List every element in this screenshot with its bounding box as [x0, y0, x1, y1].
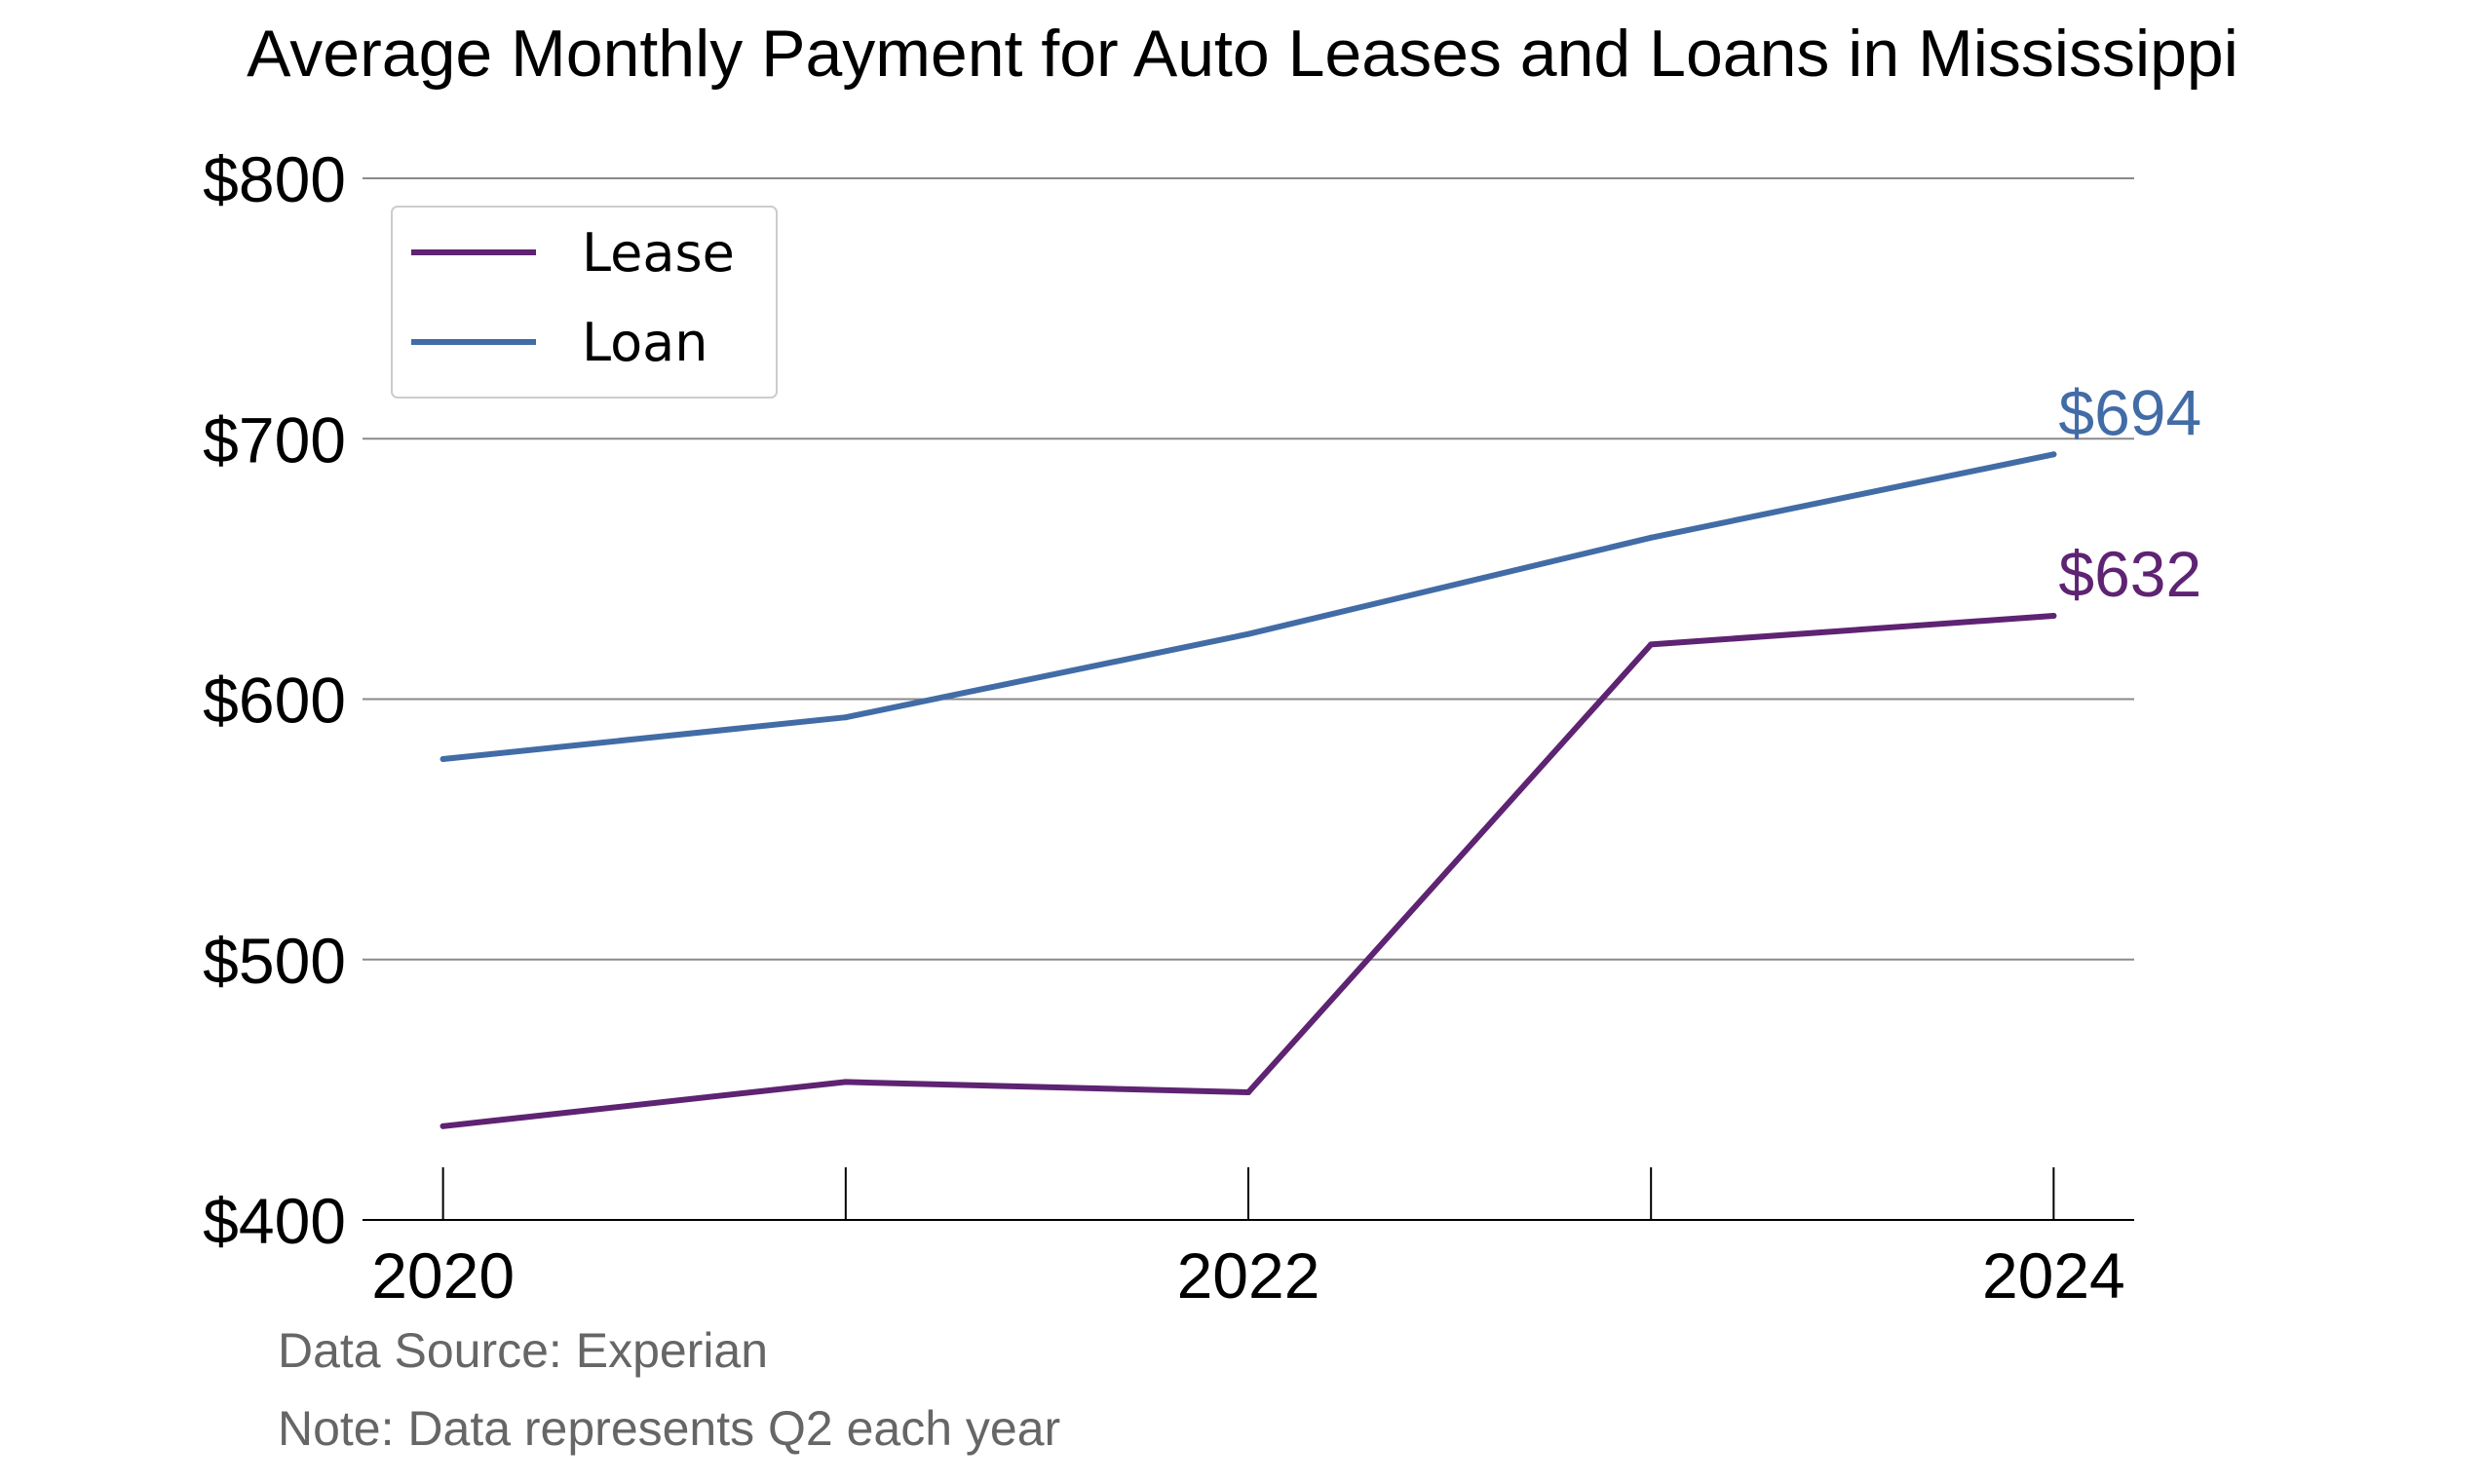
- data-point: [1648, 534, 1655, 541]
- chart-note: Note: Data represents Q2 each year: [278, 1401, 1060, 1456]
- y-tick-label: $400: [203, 1185, 346, 1257]
- y-tick-label: $500: [203, 925, 346, 997]
- data-point: [1245, 630, 1251, 637]
- data-point: [1245, 1089, 1251, 1096]
- y-tick-label: $700: [203, 403, 346, 476]
- data-point: [2050, 612, 2057, 619]
- legend-label: Loan: [582, 312, 708, 373]
- chart-title: Average Monthly Payment for Auto Leases …: [247, 17, 2238, 91]
- gridlines: [363, 177, 2134, 961]
- end-labels: $632 $694: [2058, 376, 2201, 610]
- x-tick-label: 2020: [371, 1239, 515, 1312]
- data-point: [1648, 641, 1655, 648]
- axes: $400 $500 $600 $700 $800 2020 2022 2024: [203, 143, 2134, 1312]
- series-line-lease: [440, 613, 2057, 1129]
- y-tick-label: $600: [203, 665, 346, 737]
- legend: Lease Loan: [391, 206, 778, 399]
- data-point: [2050, 451, 2057, 458]
- x-tick-label: 2024: [1982, 1239, 2125, 1312]
- chart-note: Data Source: Experian: [278, 1323, 768, 1378]
- data-point: [440, 1123, 446, 1129]
- data-point: [440, 755, 446, 762]
- series-lines: [440, 451, 2057, 1129]
- data-point: [842, 714, 849, 721]
- notes: Data Source: Experian Note: Data represen…: [278, 1323, 1060, 1456]
- y-tick-label: $800: [203, 143, 346, 215]
- x-tick-label: 2022: [1177, 1239, 1320, 1312]
- series-line-loan: [440, 451, 2057, 762]
- data-point: [842, 1079, 849, 1085]
- end-value-label: $632: [2058, 538, 2201, 610]
- legend-label: Lease: [582, 222, 735, 284]
- end-value-label: $694: [2058, 376, 2201, 448]
